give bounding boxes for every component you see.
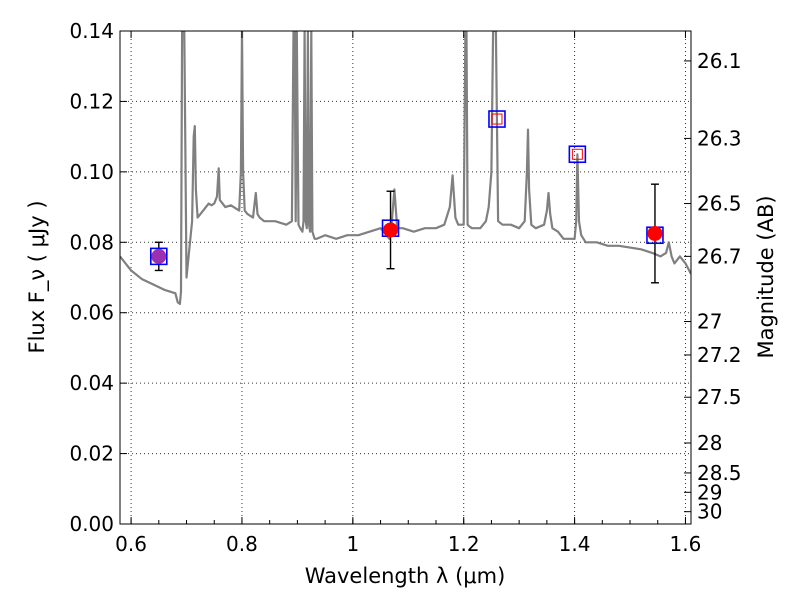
y2-tick-label: 27.2 xyxy=(697,343,742,367)
plot-frame xyxy=(119,30,692,525)
y2-axis-label: Magnitude (AB) xyxy=(754,195,778,358)
y-tick-label: 0.10 xyxy=(69,160,114,184)
limit-point-square xyxy=(571,148,583,160)
y2-tick-label: 28.5 xyxy=(697,461,742,485)
y-tick-label: 0.06 xyxy=(69,301,114,325)
photometry-points xyxy=(150,110,664,266)
x-tick-label: 0.6 xyxy=(115,532,147,556)
x-tick-label: 1.2 xyxy=(448,532,480,556)
y2-tick-label: 29 xyxy=(697,480,722,504)
y-axis-label: Flux F_ν ( μJy ) xyxy=(25,200,50,353)
y-tick-label: 0.04 xyxy=(69,371,114,395)
y2-tick-label: 30 xyxy=(697,500,722,524)
y2-tick-label: 28 xyxy=(697,431,722,455)
model-point-square xyxy=(568,145,587,164)
y2-tick-label: 27 xyxy=(697,310,722,334)
y2-tick-label: 26.1 xyxy=(697,49,742,73)
observed-point xyxy=(647,225,663,241)
y-tick-label: 0.08 xyxy=(69,230,114,254)
x-tick-label: 1.4 xyxy=(559,532,591,556)
x-tick-label: 1 xyxy=(346,532,359,556)
y2-tick-label: 27.5 xyxy=(697,385,742,409)
x-tick-label: 0.8 xyxy=(226,532,258,556)
limit-point-square xyxy=(491,113,503,125)
y-tick-label: 0.00 xyxy=(69,512,114,536)
observed-point xyxy=(151,248,167,264)
y2-tick-label: 26.5 xyxy=(697,192,742,216)
model-point-square xyxy=(150,247,168,266)
y2-tick-label: 26.3 xyxy=(697,126,742,150)
model-point-square xyxy=(488,110,506,128)
y2-tick-label: 26.7 xyxy=(697,244,742,268)
observed-point xyxy=(383,222,399,238)
spectrum-line xyxy=(120,31,691,305)
y-tick-label: 0.12 xyxy=(69,89,114,113)
x-tick-label: 1.6 xyxy=(670,532,702,556)
x-axis-label: Wavelength λ (μm) xyxy=(305,564,506,588)
axis-ticks: 0.6 0.8 1 1.2 1.4 1.6 0.00 0.02 0.04 0.06 0.08 0.10… xyxy=(69,19,741,556)
y-tick-label: 0.02 xyxy=(69,442,114,466)
model-spectrum xyxy=(120,31,691,305)
y-tick-label: 0.14 xyxy=(69,19,114,43)
